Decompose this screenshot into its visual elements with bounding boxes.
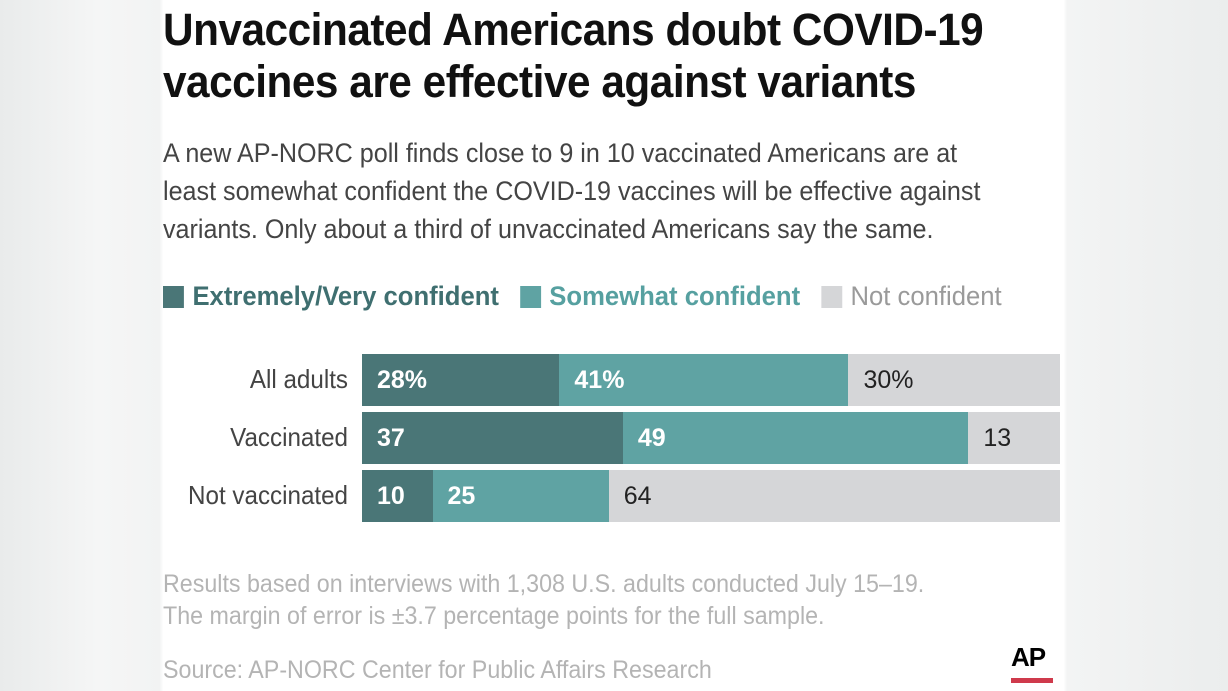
- chart-title: Unvaccinated Americans doubt COVID-19 va…: [163, 4, 1009, 108]
- bar-segment: [608, 470, 1060, 522]
- legend-label: Extremely/Very confident: [192, 281, 499, 311]
- legend-swatch: [163, 285, 184, 308]
- data-label: 25: [447, 482, 476, 510]
- footnote-line: Results based on interviews with 1,308 U…: [163, 570, 925, 598]
- bar-segment: [622, 412, 969, 464]
- data-label: 30%: [863, 366, 914, 394]
- chart-panel: Unvaccinated Americans doubt COVID-19 va…: [163, 0, 1064, 691]
- data-label: 49: [637, 424, 666, 452]
- bar-segment: [362, 412, 623, 464]
- data-label: 64: [623, 482, 652, 510]
- bar-segment: [362, 354, 560, 406]
- chart-subtitle: A new AP-NORC poll finds close to 9 in 1…: [163, 134, 1019, 248]
- data-label: 10: [377, 482, 405, 510]
- bar-segment: [848, 354, 1060, 406]
- source-note: Source: AP-NORC Center for Public Affair…: [163, 656, 712, 684]
- legend-item: Somewhat confident: [519, 281, 801, 312]
- title-line: vaccines are effective against variants: [163, 56, 916, 107]
- legend: Extremely/Very confident Somewhat confide…: [163, 281, 1002, 312]
- bar-segment: [559, 354, 849, 406]
- subtitle-line: variants. Only about a third of unvaccin…: [163, 214, 934, 244]
- ap-logo: AP: [1011, 642, 1046, 672]
- legend-item: Not confident: [821, 281, 1002, 312]
- legend-swatch: [821, 285, 842, 308]
- category-label: Vaccinated: [230, 422, 348, 452]
- title-line: Unvaccinated Americans doubt COVID-19: [163, 4, 984, 55]
- bar-segment: [362, 470, 433, 522]
- bar-segment: [432, 470, 609, 522]
- subtitle-line: least somewhat confident the COVID-19 va…: [163, 176, 981, 206]
- data-label: 28%: [377, 366, 428, 394]
- category-label: All adults: [249, 364, 348, 394]
- footnote-line: The margin of error is ±3.7 percentage p…: [163, 602, 825, 630]
- category-label: Not vaccinated: [188, 480, 348, 510]
- bar-segment: [968, 412, 1060, 464]
- legend-item: Extremely/Very confident: [163, 281, 499, 312]
- ap-logo-bar: [1011, 678, 1053, 683]
- data-label: 13: [983, 424, 1012, 452]
- legend-label: Somewhat confident: [549, 281, 801, 311]
- data-label: 41%: [574, 366, 625, 394]
- legend-label: Not confident: [850, 281, 1002, 311]
- subtitle-line: A new AP-NORC poll finds close to 9 in 1…: [163, 138, 958, 168]
- legend-swatch: [519, 285, 541, 308]
- data-label: 37: [377, 424, 405, 452]
